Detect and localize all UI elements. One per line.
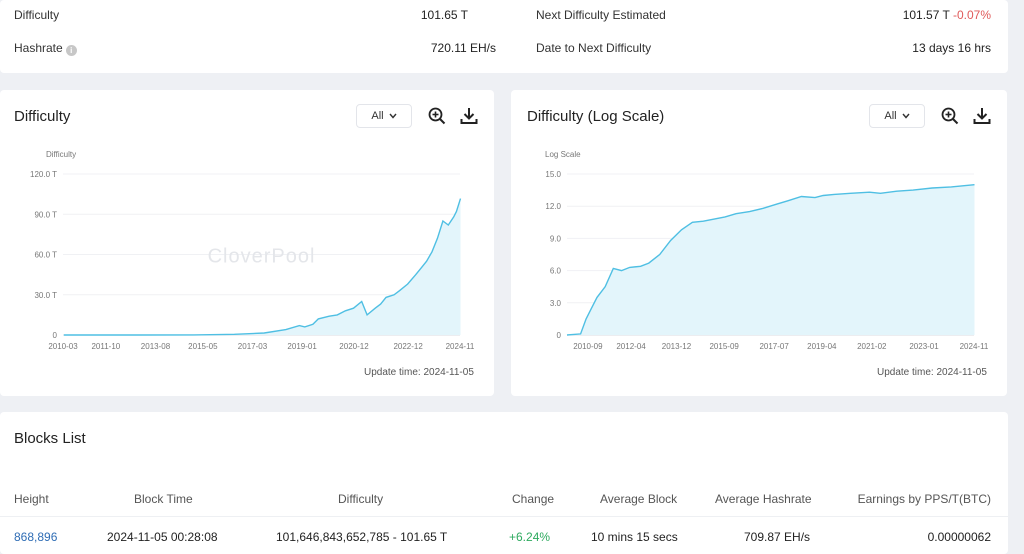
log-difficulty-chart[interactable]: Log Scale 0 3.0 6.0 9.0 12.0 15.0 2010-09 2012-0…	[511, 90, 1007, 396]
header-earnings: Earnings by PPS/T(BTC)	[857, 492, 991, 506]
download-icon[interactable]	[973, 107, 991, 125]
chart-title: Difficulty	[14, 108, 71, 125]
y-tick-label: 6.0	[550, 267, 562, 276]
download-icon[interactable]	[460, 107, 478, 125]
update-time: Update time: 2024-11-05	[364, 367, 474, 378]
x-tick-label: 2010-09	[573, 342, 603, 351]
range-select[interactable]: All	[869, 104, 925, 128]
chevron-down-icon	[902, 113, 910, 119]
x-tick-label: 2015-05	[188, 342, 218, 351]
next-difficulty-label: Next Difficulty Estimated	[536, 8, 666, 22]
zoom-icon[interactable]	[428, 107, 446, 125]
header-block-time: Block Time	[134, 492, 193, 506]
difficulty-label: Difficulty	[14, 8, 60, 22]
x-tick-label: 2011-10	[91, 342, 120, 351]
difficulty-chart-card: Difficulty All Difficulty 0 30.0 T 60.0 T 90…	[0, 90, 494, 396]
zoom-icon[interactable]	[941, 107, 959, 125]
difficulty-value: 101.65 T	[420, 8, 468, 22]
block-difficulty: 101,646,843,652,785 - 101.65 T	[276, 530, 448, 544]
y-axis-title: Difficulty	[46, 150, 76, 159]
y-tick-label: 9.0	[550, 234, 562, 243]
hashrate-label: Hashrate i	[14, 41, 77, 56]
x-tick-label: 2019-01	[287, 342, 317, 351]
update-time: Update time: 2024-11-05	[877, 367, 987, 378]
difficulty-stat: Difficulty 101.65 T	[14, 8, 468, 22]
x-tick-label: 2017-03	[238, 342, 268, 351]
block-average-hashrate: 709.87 EH/s	[744, 530, 811, 544]
block-change: +6.24%	[509, 530, 551, 544]
chevron-down-icon	[389, 113, 397, 119]
x-tick-label: 2024-11	[446, 342, 475, 351]
series-line	[63, 198, 462, 336]
y-tick-label: 120.0 T	[30, 170, 57, 179]
hashrate-value: 720.11 EH/s	[430, 41, 496, 55]
y-tick-label: 90.0 T	[34, 210, 57, 219]
series-area	[567, 184, 975, 335]
header-change: Change	[512, 492, 555, 506]
chart-title: Difficulty (Log Scale)	[527, 108, 665, 125]
log-difficulty-chart-card: Difficulty (Log Scale) All Log Scale 0 3.0…	[511, 90, 1007, 396]
date-next-label: Date to Next Difficulty	[536, 41, 652, 55]
blocks-list-card: Blocks List Height Block Time Difficulty…	[0, 412, 1008, 554]
next-difficulty-value: 101.57 T -0.07%	[902, 8, 991, 22]
header-average-block: Average Block	[600, 492, 678, 506]
series-area	[63, 198, 461, 335]
row-divider	[0, 516, 1008, 517]
block-time: 2024-11-05 00:28:08	[107, 530, 218, 544]
x-tick-label: 2013-12	[662, 342, 692, 351]
y-tick-label: 3.0	[550, 299, 562, 308]
x-tick-label: 2013-08	[141, 342, 171, 351]
y-tick-label: 0	[53, 331, 58, 340]
info-icon[interactable]: i	[65, 45, 77, 56]
next-difficulty-change: -0.07%	[952, 8, 991, 22]
x-tick-label: 2019-04	[807, 342, 837, 351]
y-tick-label: 60.0 T	[34, 251, 57, 260]
x-tick-label: 2023-01	[909, 342, 939, 351]
date-next-value: 13 days 16 hrs	[912, 41, 991, 55]
block-height-link[interactable]: 868,896	[14, 530, 58, 544]
next-difficulty-stat: Next Difficulty Estimated 101.57 T -0.07…	[536, 8, 991, 22]
y-axis-title: Log Scale	[545, 150, 581, 159]
x-tick-label: 2021-02	[857, 342, 887, 351]
range-select[interactable]: All	[356, 104, 412, 128]
y-tick-label: 12.0	[545, 202, 561, 211]
blocks-list-title: Blocks List	[14, 430, 86, 447]
header-difficulty: Difficulty	[338, 492, 384, 506]
block-average-block: 10 mins 15 secs	[591, 530, 678, 544]
x-tick-label: 2010-03	[48, 342, 78, 351]
x-tick-label: 2012-04	[616, 342, 646, 351]
y-tick-label: 30.0 T	[34, 291, 57, 300]
header-height: Height	[14, 492, 49, 506]
x-tick-label: 2022-12	[393, 342, 423, 351]
watermark: CloverPool	[208, 246, 316, 268]
series-line	[566, 184, 975, 336]
difficulty-chart[interactable]: Difficulty 0 30.0 T 60.0 T 90.0 T 120.0 T 2010…	[0, 90, 494, 396]
x-tick-label: 2015-09	[709, 342, 739, 351]
x-tick-label: 2017-07	[759, 342, 789, 351]
y-tick-label: 15.0	[545, 170, 561, 179]
block-earnings: 0.00000062	[927, 530, 991, 544]
x-tick-label: 2024-11	[960, 342, 989, 351]
difficulty-stats-card: Difficulty 101.65 T Hashrate i 720.11 EH/…	[0, 0, 1008, 73]
date-next-stat: Date to Next Difficulty 13 days 16 hrs	[536, 41, 991, 55]
y-tick-label: 0	[557, 331, 562, 340]
header-average-hashrate: Average Hashrate	[715, 492, 812, 506]
x-tick-label: 2020-12	[339, 342, 369, 351]
hashrate-stat: Hashrate i 720.11 EH/s	[14, 41, 496, 56]
